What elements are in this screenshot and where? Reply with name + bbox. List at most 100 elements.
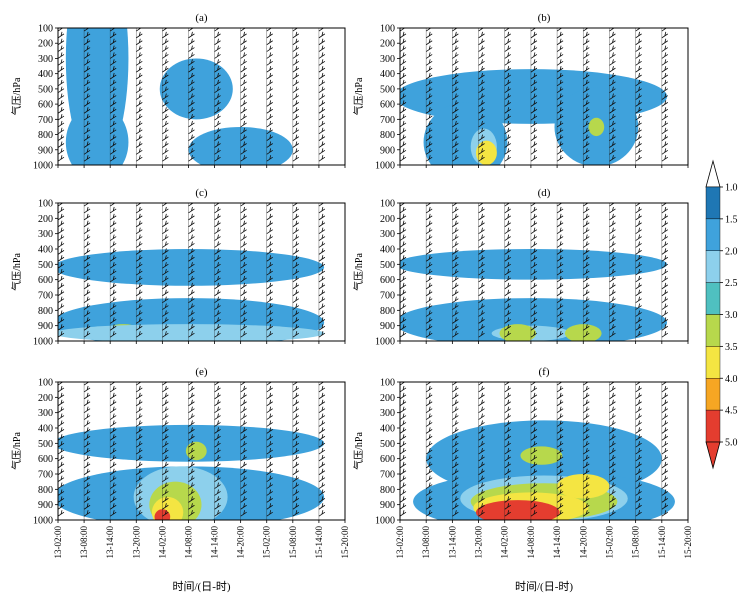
panel-label: (b) — [538, 12, 551, 24]
wind-barb — [318, 79, 326, 87]
wind-barb — [425, 120, 433, 128]
wind-barb — [478, 406, 485, 413]
wind-barb — [162, 107, 169, 114]
wind-barb — [425, 475, 433, 482]
wind-barb — [162, 79, 169, 87]
wind-barb — [240, 241, 247, 248]
wind-barb — [661, 331, 669, 338]
wind-barb — [609, 248, 616, 255]
wind-barb — [344, 78, 345, 79]
wind-barb — [609, 100, 616, 107]
wind-barb — [661, 45, 669, 52]
wind-barb — [292, 482, 300, 489]
wind-barb — [266, 107, 273, 114]
wind-barb — [58, 66, 65, 73]
wind-barb — [661, 100, 669, 107]
y-tick-label: 600 — [380, 454, 395, 465]
wind-barb — [188, 296, 195, 303]
wind-barb — [661, 79, 669, 87]
wind-barb — [478, 310, 485, 317]
wind-barb — [556, 489, 564, 496]
wind-barb — [344, 501, 345, 503]
wind-barb — [478, 86, 485, 94]
wind-barb — [58, 79, 65, 87]
y-tick-label: 400 — [380, 245, 395, 256]
wind-barb — [425, 107, 433, 114]
wind-barb — [530, 141, 538, 148]
wind-barb — [240, 331, 247, 338]
wind-barb — [344, 274, 345, 276]
wind-barb — [452, 475, 459, 482]
wind-barb — [556, 447, 564, 455]
wind-barb — [425, 413, 433, 420]
wind-barb — [188, 461, 195, 469]
wind-barb — [425, 268, 433, 276]
wind-barb — [292, 127, 300, 135]
wind-barb — [318, 100, 326, 107]
wind-barb — [635, 454, 642, 462]
wind-barb — [661, 385, 669, 393]
wind-profile — [687, 382, 688, 520]
wind-barb — [452, 282, 459, 290]
wind-barb — [635, 31, 642, 39]
wind-barb — [58, 59, 65, 66]
wind-barb — [58, 413, 65, 420]
wind-barb — [240, 413, 247, 420]
wind-barb — [609, 385, 616, 393]
wind-barb — [556, 317, 564, 324]
wind-barb — [266, 268, 273, 276]
wind-barb — [452, 31, 459, 39]
wind-barb — [583, 107, 590, 114]
wind-barb — [609, 317, 616, 324]
wind-barb — [583, 475, 590, 482]
wind-barb — [83, 107, 91, 114]
wind-barb — [583, 399, 590, 407]
wind-barb — [556, 324, 564, 331]
wind-barb — [452, 45, 459, 52]
wind-barb — [478, 275, 485, 283]
wind-profile — [344, 382, 345, 520]
wind-barb — [687, 71, 688, 73]
wind-barb — [400, 454, 407, 462]
wind-barb — [425, 220, 433, 228]
wind-barb — [292, 427, 300, 434]
wind-profile — [582, 382, 590, 520]
wind-profile — [240, 382, 247, 520]
wind-barb — [478, 255, 485, 262]
wind-barb — [609, 413, 616, 420]
wind-barb — [214, 262, 221, 269]
wind-barb — [556, 475, 564, 482]
wind-barb — [687, 119, 688, 121]
wind-barb — [240, 510, 247, 517]
wind-barb — [240, 296, 247, 303]
y-tick-label: 700 — [38, 115, 53, 126]
wind-barb — [109, 155, 117, 162]
wind-barb — [266, 468, 273, 476]
wind-barb — [661, 310, 669, 317]
wind-barb — [58, 113, 65, 121]
wind-barb — [188, 482, 195, 489]
wind-barb — [583, 489, 590, 496]
wind-barb — [344, 315, 345, 317]
wind-barb — [452, 310, 459, 317]
wind-barb — [318, 45, 326, 52]
wind-barb — [452, 303, 459, 310]
wind-barb — [661, 59, 669, 66]
wind-profile — [188, 382, 195, 520]
wind-barb — [318, 392, 326, 400]
wind-profile — [425, 203, 433, 341]
wind-barb — [109, 227, 117, 234]
wind-barb — [530, 234, 538, 241]
wind-barb — [609, 72, 616, 80]
wind-barb — [400, 86, 407, 94]
wind-barb — [504, 310, 511, 317]
wind-barb — [504, 262, 511, 269]
wind-barb — [556, 234, 564, 241]
wind-barb — [344, 309, 345, 310]
wind-barb — [240, 461, 247, 469]
wind-barb — [661, 155, 669, 162]
wind-barb — [292, 406, 300, 413]
wind-barb — [344, 233, 345, 234]
wind-barb — [687, 508, 688, 510]
wind-barb — [504, 255, 511, 262]
